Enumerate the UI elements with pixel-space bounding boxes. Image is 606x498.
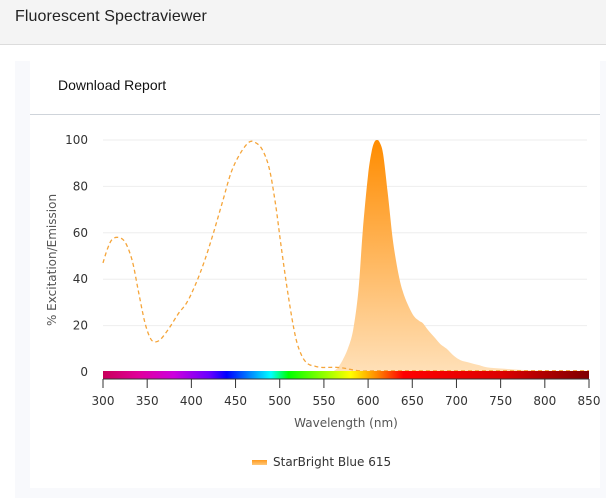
x-tick-label: 650 xyxy=(401,394,424,408)
wavelength-colorbar xyxy=(103,371,589,379)
x-tick-label: 450 xyxy=(224,394,247,408)
x-axis: 300 350 400 450 500 550 600 650 700 750 800 850 xyxy=(92,379,601,408)
y-tick-label: 80 xyxy=(73,179,88,193)
y-tick-label: 20 xyxy=(73,319,88,333)
y-tick-label: 0 xyxy=(80,365,88,379)
x-tick-label: 850 xyxy=(578,394,601,408)
legend-label: StarBright Blue 615 xyxy=(273,455,392,469)
x-tick-label: 300 xyxy=(92,394,115,408)
excitation-line xyxy=(102,140,589,372)
x-tick-label: 500 xyxy=(268,394,291,408)
app-title: Fluorescent Spectraviewer xyxy=(15,8,207,25)
legend-swatch-icon xyxy=(252,459,267,465)
grid-lines xyxy=(103,139,587,327)
x-tick-label: 700 xyxy=(445,394,468,408)
y-axis-title: % Excitation/Emission xyxy=(45,194,59,326)
x-tick-label: 750 xyxy=(489,394,512,408)
x-axis-title: Wavelength (nm) xyxy=(294,416,398,430)
x-tick-label: 800 xyxy=(533,394,556,408)
download-report-button[interactable]: Download Report xyxy=(58,77,167,93)
emission-area xyxy=(332,140,589,372)
x-tick-label: 600 xyxy=(357,394,380,408)
y-tick-label: 40 xyxy=(73,272,88,286)
x-tick-label: 350 xyxy=(136,394,159,408)
y-tick-label: 60 xyxy=(73,226,88,240)
y-tick-label: 100 xyxy=(65,133,88,147)
x-tick-label: 550 xyxy=(312,394,335,408)
spectra-card: Download Report xyxy=(30,61,600,488)
app-header: Fluorescent Spectraviewer xyxy=(0,0,606,45)
y-axis: 0 20 40 60 80 100 xyxy=(65,133,88,379)
legend-item[interactable]: StarBright Blue 615 xyxy=(252,454,391,470)
x-tick-label: 400 xyxy=(180,394,203,408)
card-header: Download Report xyxy=(30,61,600,115)
